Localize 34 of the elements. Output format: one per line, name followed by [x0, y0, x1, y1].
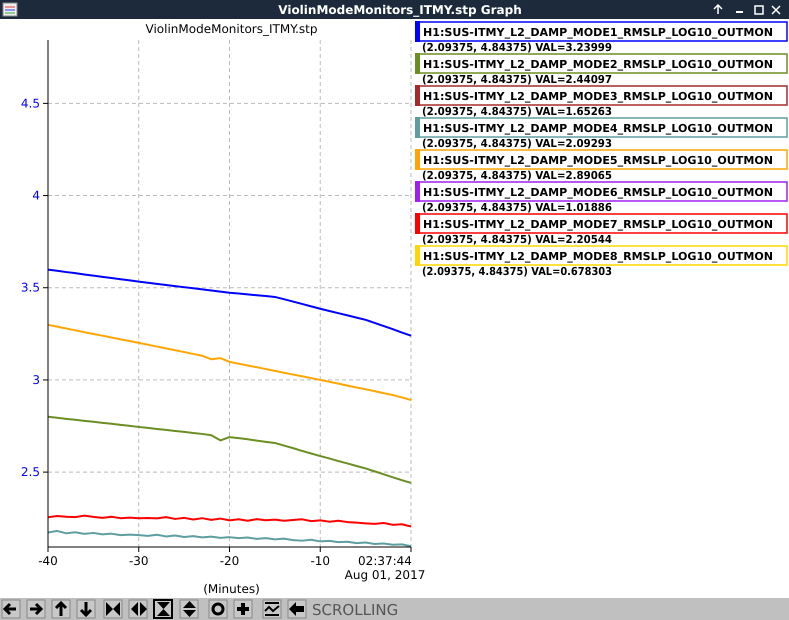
- x-axis-title: (Minutes): [203, 582, 260, 596]
- legend-label: H1:SUS-ITMY_L2_DAMP_MODE2_RMSLP_LOG10_OUTMON: [423, 58, 773, 71]
- text: (2.09375, 4.84375) VAL=3.23999: [422, 41, 627, 54]
- y-tick-label: 4: [32, 188, 40, 203]
- text: ViolinModeMonitors_ITMY.stp Graph: [278, 3, 522, 17]
- text: (2.09375, 4.84375) VAL=1.01886: [422, 201, 627, 214]
- legend-label: H1:SUS-ITMY_L2_DAMP_MODE7_RMSLP_LOG10_OUTMON: [423, 218, 773, 231]
- line-series: [47, 514, 412, 528]
- y-tick-label: 4.5: [20, 96, 40, 110]
- text: SCROLLING: [312, 601, 398, 619]
- chart-title: ViolinModeMonitors_ITMY.stp: [146, 22, 318, 36]
- x-tick-label: -40: [38, 554, 58, 568]
- legend-label: H1:SUS-ITMY_L2_DAMP_MODE6_RMSLP_LOG10_OUTMON: [423, 186, 773, 199]
- legend-label: H1:SUS-ITMY_L2_DAMP_MODE1_RMSLP_LOG10_OUTMON: [423, 26, 773, 39]
- y-tick-label: 3.5: [20, 280, 40, 295]
- text: (2.09375, 4.84375) VAL=2.09293: [422, 137, 627, 150]
- text: (2.09375, 4.84375) VAL=2.20544: [422, 233, 627, 246]
- text: (2.09375, 4.84375) VAL=1.65263: [422, 105, 627, 118]
- text: (2.09375, 4.84375) VAL=2.44097: [422, 73, 627, 86]
- legend-label: H1:SUS-ITMY_L2_DAMP_MODE5_RMSLP_LOG10_OUTMON: [423, 154, 773, 167]
- y-tick-label: 2.5: [20, 465, 40, 480]
- x-tick-label: 02:37:44 Aug 01, 2017: [344, 554, 426, 582]
- x-tick-label: -10: [310, 554, 330, 568]
- x-tick-label: -20: [220, 554, 240, 568]
- legend-label: H1:SUS-ITMY_L2_DAMP_MODE8_RMSLP_LOG10_OUTMON: [423, 250, 773, 263]
- text: (2.09375, 4.84375) VAL=2.89065: [422, 169, 627, 182]
- y-tick-label: 3: [32, 372, 40, 387]
- line-series: [47, 324, 412, 402]
- legend-label: H1:SUS-ITMY_L2_DAMP_MODE3_RMSLP_LOG10_OUTMON: [423, 90, 773, 103]
- line-series: [47, 416, 412, 484]
- text: (2.09375, 4.84375) VAL=0.678303: [422, 265, 634, 278]
- x-tick-label: -30: [128, 554, 149, 568]
- line-series: [47, 268, 412, 337]
- legend-label: H1:SUS-ITMY_L2_DAMP_MODE4_RMSLP_LOG10_OUTMON: [423, 122, 773, 135]
